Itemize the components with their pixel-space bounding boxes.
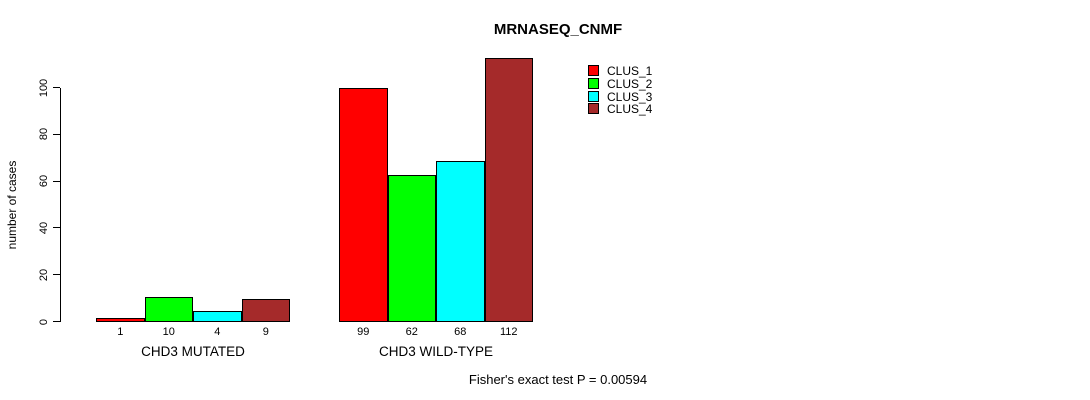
y-tick-mark	[53, 274, 60, 276]
bar-value-label: 4	[214, 326, 221, 338]
legend-swatch-clus_1	[588, 65, 599, 76]
bar-value-label: 1	[117, 326, 124, 338]
legend-label: CLUS_1	[607, 64, 653, 78]
bar-clus_2-wild-type	[387, 175, 436, 322]
bar-value-label: 10	[162, 326, 175, 338]
y-tick-label: 40	[38, 221, 50, 235]
y-tick-mark	[53, 87, 60, 88]
legend-label: CLUS_4	[607, 102, 653, 117]
bar-clus_1-mutated	[96, 318, 145, 322]
bar-clus_4-mutated	[241, 299, 290, 322]
y-tick-label: 20	[38, 268, 50, 281]
y-tick-label: 100	[38, 78, 50, 97]
bar-clus_2-mutated	[144, 297, 193, 322]
legend-swatch-clus_3	[588, 90, 599, 102]
y-tick-mark	[53, 321, 60, 322]
y-tick-mark	[53, 180, 60, 182]
y-tick-label: 80	[38, 128, 50, 141]
x-category-label: CHD3 MUTATED	[141, 344, 245, 359]
y-axis-line	[60, 87, 61, 322]
y-tick-label: 60	[38, 174, 50, 188]
bar-value-label: 62	[405, 326, 418, 338]
legend-swatch-clus_4	[588, 103, 599, 115]
bar-clus_4-wild-type	[484, 58, 533, 322]
bar-value-label: 99	[357, 326, 370, 338]
bar-clus_3-mutated	[193, 311, 242, 322]
legend-label: CLUS_3	[607, 89, 653, 104]
bar-value-label: 68	[454, 326, 467, 338]
y-tick-label: 0	[38, 318, 50, 325]
bar-value-label: 9	[262, 326, 269, 338]
bar-clus_1-wild-type	[339, 88, 388, 322]
bar-value-label: 112	[499, 326, 518, 338]
x-category-label: CHD3 WILD-TYPE	[378, 344, 494, 359]
chart-title: MRNASEQ_CNMF	[493, 21, 623, 38]
y-axis-label: number of cases	[5, 160, 19, 250]
bar-clus_3-wild-type	[436, 161, 485, 322]
y-tick-mark	[53, 227, 60, 229]
legend-label: CLUS_2	[607, 76, 653, 91]
fisher-test-annotation: Fisher's exact test P = 0.00594	[468, 372, 648, 387]
y-tick-mark	[53, 133, 60, 135]
legend-swatch-clus_2	[588, 77, 599, 89]
